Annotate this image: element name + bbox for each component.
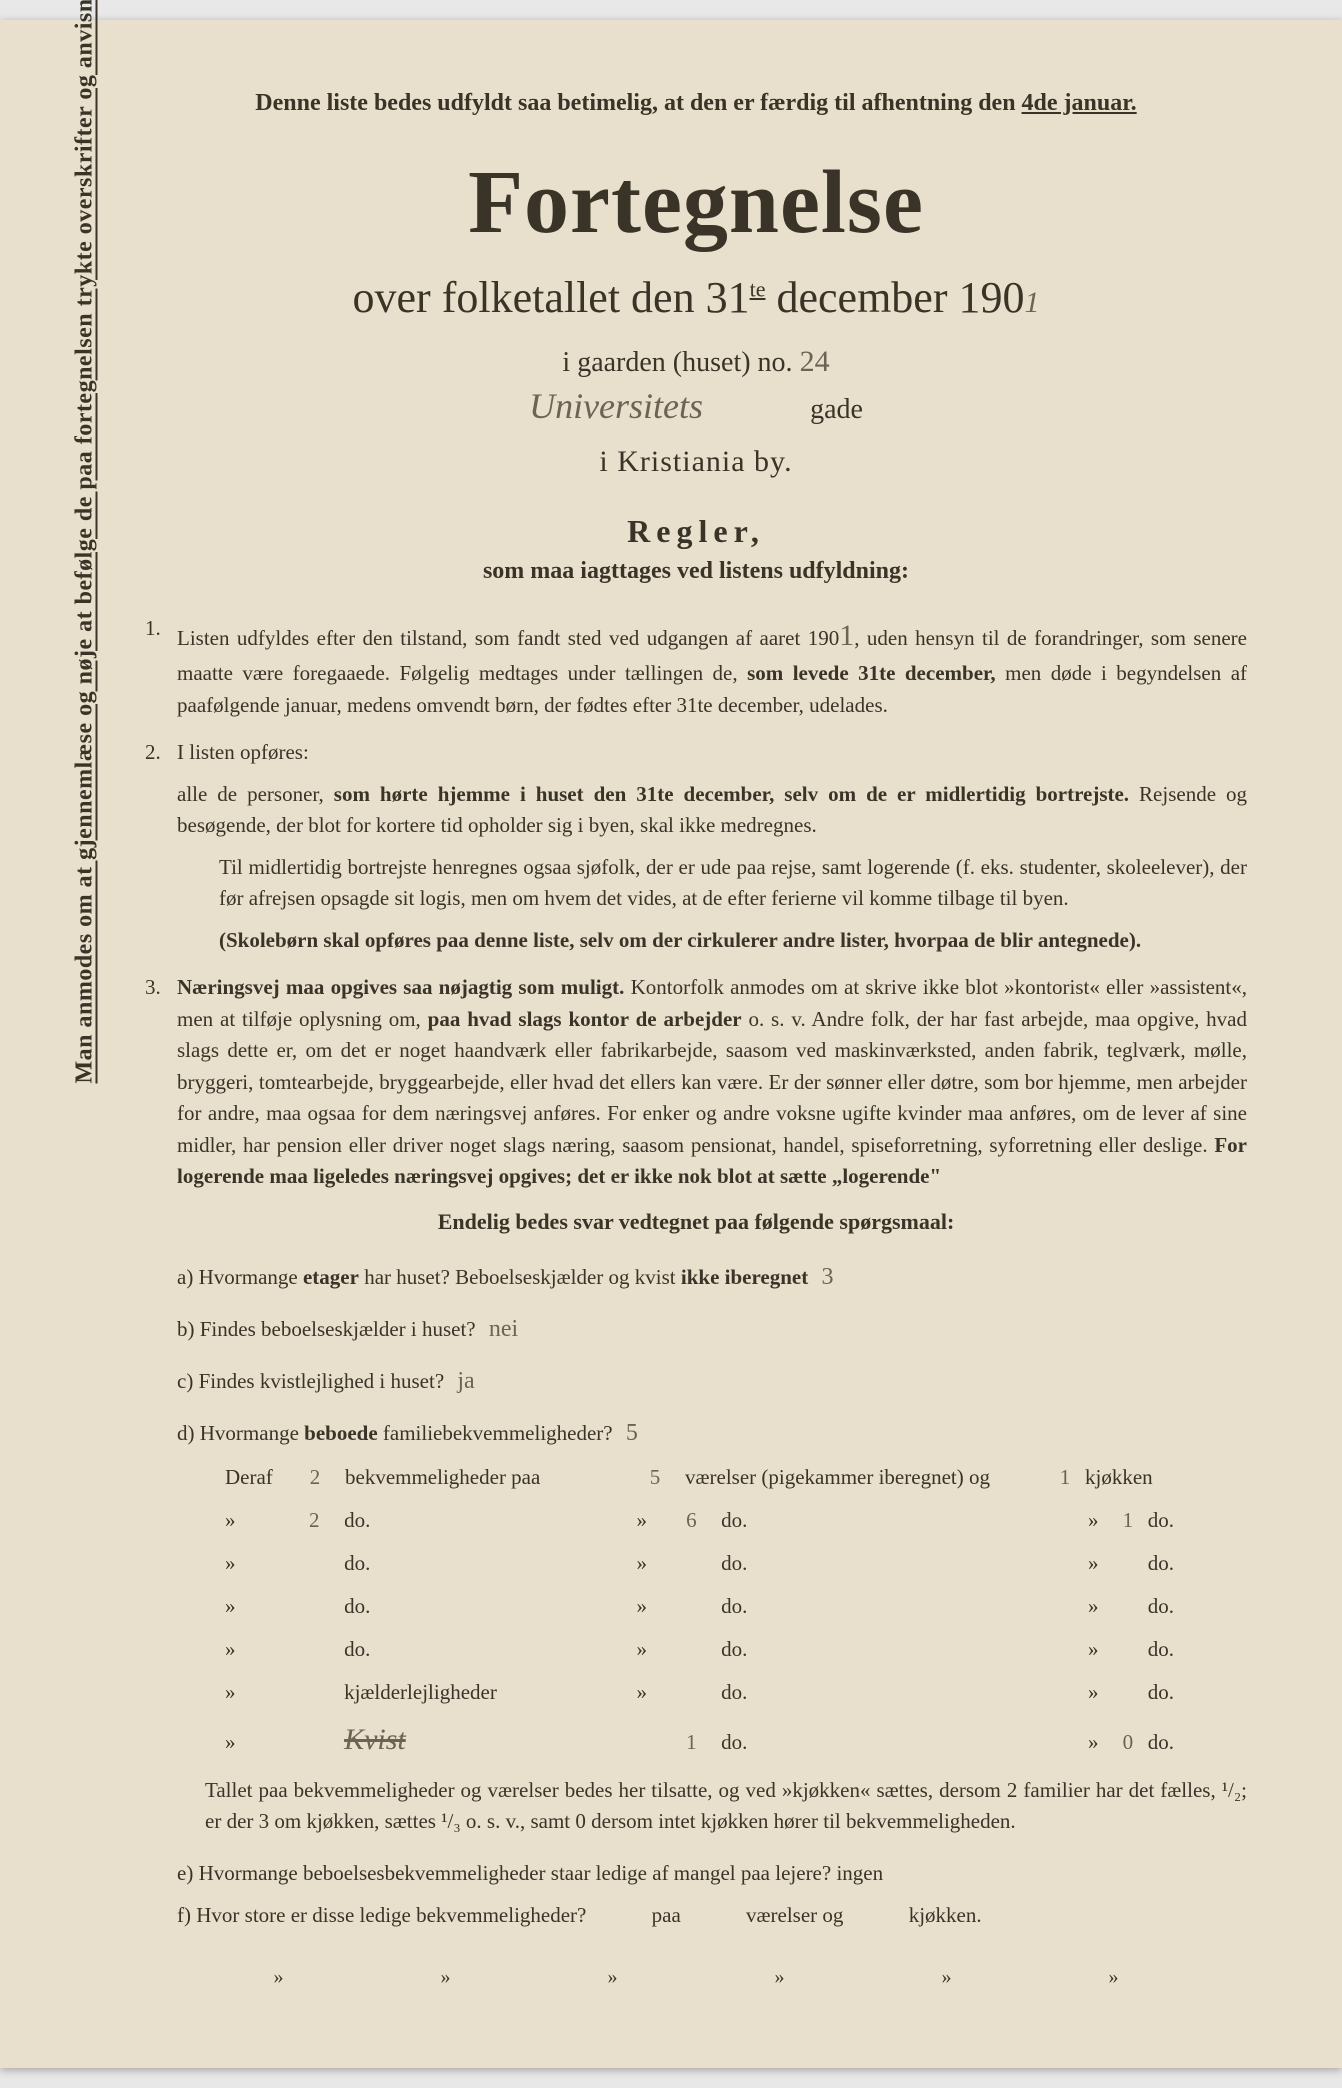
- street-suffix: gade: [810, 394, 863, 425]
- house-label: i gaarden (huset) no.: [562, 347, 792, 378]
- top-note-date: 4de januar.: [1022, 90, 1137, 116]
- apt-row-kvist: » Kvist 1 do. » 0 do.: [225, 1723, 1247, 1757]
- rules-list: Listen udfyldes efter den tilstand, som …: [145, 613, 1247, 1193]
- apartment-table: Deraf 2 bekvemmeligheder paa 5 værelser …: [225, 1465, 1247, 1757]
- table-footnote: Tallet paa bekvemmeligheder og værelser …: [145, 1775, 1247, 1838]
- subtitle: over folketallet den 31te december 1901: [145, 272, 1247, 323]
- house-number: 24: [800, 345, 830, 378]
- address-line2: Universitets gade: [145, 385, 1247, 427]
- rule-3: Næringsvej maa opgives saa nøjagtig som …: [145, 972, 1247, 1193]
- rule-1: Listen udfyldes efter den tilstand, som …: [145, 613, 1247, 721]
- apt-row: » 2 do. » 6 do. » 1 do.: [225, 1508, 1247, 1533]
- answer-c: ja: [457, 1368, 474, 1394]
- address-line1: i gaarden (huset) no. 24: [145, 345, 1247, 379]
- question-f: f) Hvor store er disse ledige bekvemmeli…: [177, 1894, 1247, 1936]
- question-e: e) Hvormange beboelsesbekvemmeligheder s…: [177, 1852, 1247, 1894]
- answer-e: ingen: [836, 1861, 883, 1885]
- bottom-ditto-row: » » » » » »: [145, 1966, 1247, 1989]
- answer-a: 3: [822, 1264, 834, 1290]
- rules-heading: Regler,: [145, 513, 1247, 550]
- questions-list: a) Hvormange etager har huset? Beboelses…: [145, 1253, 1247, 1457]
- city: i Kristiania by.: [145, 445, 1247, 479]
- rules-subheading: som maa iagttages ved listens udfyldning…: [145, 558, 1247, 585]
- question-c: c) Findes kvistlejlighed i huset? ja: [177, 1357, 1247, 1405]
- page-title: Fortegnelse: [145, 151, 1247, 254]
- question-a: a) Hvormange etager har huset? Beboelses…: [177, 1253, 1247, 1301]
- apt-row-kjaelder: » kjælderlejligheder » do. » do.: [225, 1680, 1247, 1705]
- apt-row: » do. » do. » do.: [225, 1594, 1247, 1619]
- apt-row: » do. » do. » do.: [225, 1637, 1247, 1662]
- top-note: Denne liste bedes udfyldt saa betimelig,…: [255, 85, 1137, 121]
- question-d: d) Hvormange beboede familiebekvemmeligh…: [177, 1409, 1247, 1457]
- top-note-prefix: Denne liste bedes udfyldt saa betimelig,…: [255, 90, 1021, 116]
- answer-d: 5: [626, 1420, 638, 1446]
- apt-row: » do. » do. » do.: [225, 1551, 1247, 1576]
- subtitle-prefix: over folketallet den 31: [353, 273, 750, 322]
- street-name: Universitets: [529, 386, 703, 426]
- document-page: Man anmodes om at gjennemlæse og nøje at…: [0, 20, 1342, 2068]
- rule-2: I listen opføres: alle de personer, som …: [145, 737, 1247, 956]
- subtitle-middle: december 190: [765, 273, 1024, 322]
- question-b: b) Findes beboelseskjælder i huset? nei: [177, 1305, 1247, 1353]
- year-digit: 1: [1024, 286, 1039, 319]
- questions-heading: Endelig bedes svar vedtegnet paa følgend…: [145, 1209, 1247, 1235]
- answer-b: nei: [489, 1316, 518, 1342]
- questions-ef: e) Hvormange beboelsesbekvemmeligheder s…: [145, 1852, 1247, 1936]
- apt-header-row: Deraf 2 bekvemmeligheder paa 5 værelser …: [225, 1465, 1247, 1490]
- sidebar-instruction: Man anmodes om at gjennemlæse og nøje at…: [72, 0, 99, 1084]
- subtitle-superscript: te: [750, 276, 766, 301]
